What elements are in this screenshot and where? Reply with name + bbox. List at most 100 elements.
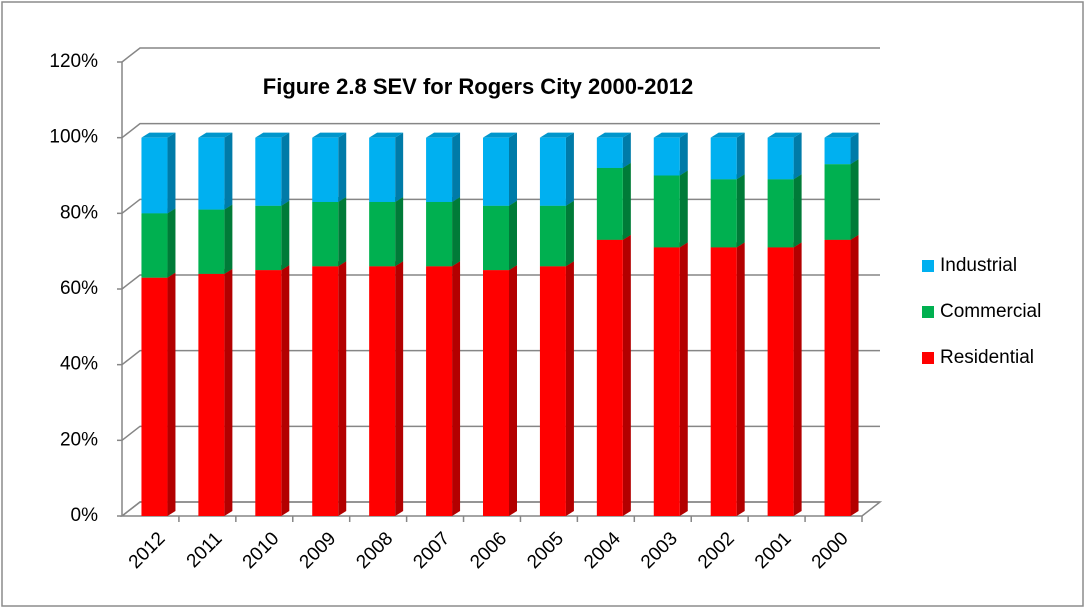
bar-top: [369, 132, 404, 138]
bar-side: [736, 132, 745, 180]
bar-top: [539, 132, 574, 138]
bar: [539, 137, 566, 206]
bar-side: [679, 170, 688, 248]
bar-side: [338, 196, 347, 267]
bar-top: [596, 132, 631, 138]
bar: [767, 247, 794, 516]
bar-side: [224, 132, 233, 210]
bar: [596, 239, 623, 517]
bar-side: [565, 200, 574, 267]
bar-side: [622, 234, 631, 517]
bar-side: [452, 261, 461, 516]
bar-side: [338, 261, 347, 516]
bar-top: [198, 132, 233, 138]
bar-side: [622, 132, 631, 168]
bar-side: [338, 132, 347, 202]
bar: [653, 175, 680, 248]
bar-side: [452, 196, 461, 267]
bar-side: [224, 204, 233, 274]
bar-side: [850, 159, 859, 240]
bar: [426, 137, 453, 202]
bar: [653, 137, 680, 176]
bar: [483, 270, 509, 516]
bar-side: [395, 261, 404, 516]
bar-side: [793, 174, 802, 248]
bar-side: [281, 265, 290, 516]
bar: [767, 137, 794, 180]
bar-side: [167, 208, 176, 278]
y-tick-label: 0%: [71, 505, 99, 526]
bar: [824, 239, 851, 517]
bar-top: [653, 132, 688, 138]
y-tick-label: 80%: [60, 202, 98, 223]
y-tick-label: 40%: [60, 354, 98, 375]
grid-line: [121, 47, 880, 63]
bar-side: [224, 268, 233, 516]
bar-side: [509, 200, 517, 271]
grid-line: [121, 274, 880, 290]
bar-top: [710, 132, 745, 138]
bar-side: [565, 132, 574, 206]
bar: [141, 277, 168, 516]
bar-side: [679, 242, 688, 516]
grid-line: [121, 122, 880, 139]
bar: [824, 137, 851, 165]
grid-line: [121, 349, 880, 366]
bar-top: [483, 132, 517, 138]
bar: [710, 247, 737, 516]
bar-side: [793, 132, 802, 180]
bar: [710, 179, 737, 248]
bar: [369, 201, 396, 267]
bar-top: [312, 132, 347, 138]
chart-title: Figure 2.8 SEV for Rogers City 2000-2012: [263, 74, 693, 99]
bar: [653, 247, 680, 516]
bar: [255, 270, 282, 516]
grid-line: [121, 501, 880, 517]
bar: [255, 205, 282, 271]
bar-side: [565, 261, 574, 516]
bar-side: [395, 132, 404, 202]
y-tick-label: 120%: [49, 51, 98, 72]
legend-swatch: [922, 260, 934, 272]
bar: [141, 137, 168, 214]
legend-swatch: [922, 306, 934, 318]
bar: [824, 164, 851, 240]
bar-side: [679, 132, 688, 176]
legend-label: Commercial: [940, 301, 1041, 322]
bar: [312, 266, 339, 516]
bar-side: [509, 265, 517, 516]
bar: [483, 205, 509, 271]
bar-side: [167, 272, 176, 516]
legend-label: Industrial: [940, 255, 1017, 276]
bar-top: [141, 132, 176, 138]
bar-side: [167, 132, 176, 214]
bar: [539, 266, 566, 516]
bar: [369, 137, 396, 202]
bar-side: [736, 174, 745, 248]
bar-side: [281, 200, 290, 271]
bar: [198, 273, 225, 516]
y-tick-label: 20%: [60, 429, 98, 450]
bar-side: [281, 132, 290, 206]
bar-top: [255, 132, 290, 138]
bar: [198, 209, 225, 274]
bar-top: [426, 132, 461, 138]
y-tick-label: 60%: [60, 278, 98, 299]
bar: [710, 137, 737, 180]
bar-side: [850, 234, 859, 517]
bar: [483, 137, 509, 206]
bar: [312, 137, 339, 202]
bar-side: [395, 196, 404, 267]
grid-line: [121, 425, 880, 441]
bar: [255, 137, 282, 206]
legend-label: Residential: [940, 347, 1034, 368]
bar: [767, 179, 794, 248]
y-tick-label: 100%: [49, 127, 98, 148]
bar-side: [509, 132, 517, 206]
bar: [198, 137, 225, 210]
bar-side: [452, 132, 461, 202]
bar: [539, 205, 566, 267]
bar: [369, 266, 396, 516]
legend-swatch: [922, 352, 934, 364]
